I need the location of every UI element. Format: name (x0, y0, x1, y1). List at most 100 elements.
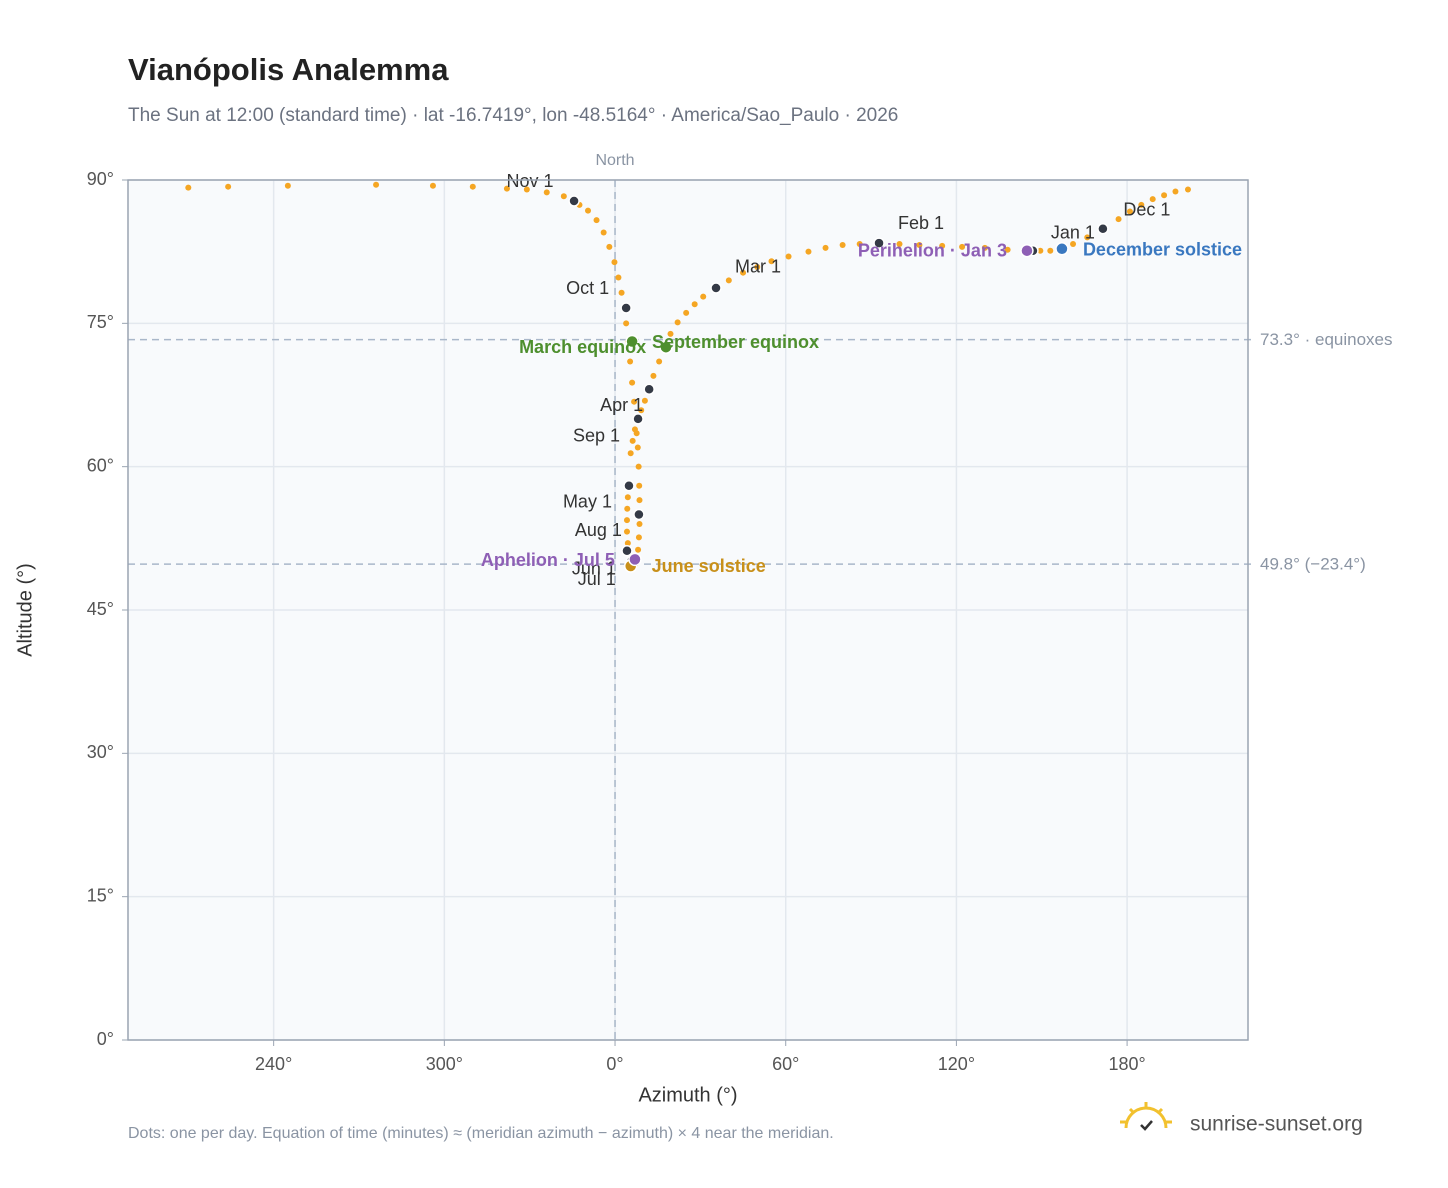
daily-dot (543, 189, 550, 196)
daily-dot (650, 372, 657, 379)
chart-subtitle: The Sun at 12:00 (standard time) · lat -… (128, 105, 898, 126)
y-axis-title: Altitude (°) (14, 563, 36, 657)
month-marker (873, 237, 885, 249)
daily-dot (700, 293, 707, 300)
daily-dot (611, 259, 618, 266)
daily-dot (623, 517, 630, 524)
daily-dot (656, 358, 663, 365)
month-marker (623, 480, 635, 492)
daily-dot (916, 241, 923, 248)
y-tick-label: 30° (87, 742, 114, 762)
daily-dot (1184, 186, 1191, 193)
daily-dot (725, 277, 732, 284)
daily-dot (627, 450, 634, 457)
reference-lines: North 73.3° · equinoxes 49.8° (−23.4°) (128, 152, 1393, 1040)
daily-dot (839, 241, 846, 248)
y-tick-label: 0° (97, 1029, 114, 1049)
daily-dot (629, 437, 636, 444)
event-label: September equinox (652, 332, 819, 352)
month-label: May 1 (563, 492, 612, 512)
daily-dot (631, 398, 638, 405)
daily-dot (469, 183, 476, 190)
daily-dot (641, 397, 648, 404)
event-label: June solstice (652, 556, 766, 576)
event-marker (1020, 243, 1034, 258)
daily-dot (674, 319, 681, 326)
daily-dot (636, 482, 643, 489)
x-tick-label: 300° (426, 1054, 463, 1074)
daily-dot (785, 253, 792, 260)
meridian-label: North (595, 152, 634, 169)
daily-dot (585, 207, 592, 214)
daily-dot (284, 182, 291, 189)
daily-dot (805, 248, 812, 255)
reference-label: 49.8° (−23.4°) (1260, 555, 1366, 574)
daily-dot (623, 320, 630, 327)
daily-dot (1126, 208, 1133, 215)
daily-dot (635, 463, 642, 470)
daily-dot (1004, 246, 1011, 253)
daily-dot (634, 444, 641, 451)
daily-dot (1047, 247, 1054, 254)
y-tick-label: 75° (87, 312, 114, 332)
brand-name: sunrise-sunset.org (1190, 1113, 1363, 1136)
daily-dot (638, 407, 645, 414)
daily-dot (635, 534, 642, 541)
daily-dot (503, 185, 510, 192)
daily-dot (981, 244, 988, 251)
month-label: Aug 1 (575, 520, 622, 540)
month-marker (568, 195, 580, 207)
daily-dot (1037, 247, 1044, 254)
daily-dot (606, 243, 613, 250)
daily-dot (560, 193, 567, 200)
daily-dot (618, 289, 625, 296)
month-label: Dec 1 (1123, 199, 1170, 219)
daily-dot (959, 243, 966, 250)
month-label: Mar 1 (735, 257, 781, 277)
daily-dot (629, 379, 636, 386)
event-marker (659, 340, 673, 354)
daily-dot (939, 242, 946, 249)
event-label: March equinox (519, 337, 646, 357)
daily-dot (1149, 196, 1156, 203)
daily-dot (624, 505, 631, 512)
month-marker (633, 508, 645, 521)
event-marker (1055, 242, 1069, 256)
daily-dot (1138, 201, 1145, 208)
y-tick-label: 45° (87, 599, 114, 619)
month-marker (1097, 222, 1109, 235)
event-marker (625, 334, 639, 349)
daily-dot (373, 181, 380, 188)
month-label: Feb 1 (898, 213, 944, 233)
month-marker (710, 282, 722, 294)
daily-dot (1172, 188, 1179, 195)
month-marker (643, 383, 655, 396)
daily-dot (740, 269, 747, 276)
event-marker (628, 552, 642, 567)
daily-dot (600, 229, 607, 236)
x-tick-label: 240° (255, 1054, 292, 1074)
event-label: December solstice (1083, 240, 1242, 260)
daily-dot (667, 330, 674, 337)
chart-title: Vianópolis Analemma (128, 52, 449, 87)
month-marker (632, 413, 644, 425)
month-label: Jul 1 (578, 569, 616, 589)
month-marker (621, 545, 633, 557)
daily-dot (429, 182, 436, 189)
daily-dot (225, 183, 232, 190)
month-label: Nov 1 (507, 171, 554, 191)
daily-dot (856, 241, 863, 248)
daily-dot (615, 274, 622, 281)
daily-dot (623, 528, 630, 535)
daily-dot (593, 217, 600, 224)
y-tick-label: 90° (87, 169, 114, 189)
y-tick-label: 15° (87, 885, 114, 905)
daily-dot (822, 244, 829, 251)
month-marker (620, 302, 632, 314)
brand-logo (1120, 1102, 1172, 1131)
x-tick-label: 0° (606, 1054, 623, 1074)
month-label: Sep 1 (573, 426, 620, 446)
daily-dot (185, 184, 192, 191)
